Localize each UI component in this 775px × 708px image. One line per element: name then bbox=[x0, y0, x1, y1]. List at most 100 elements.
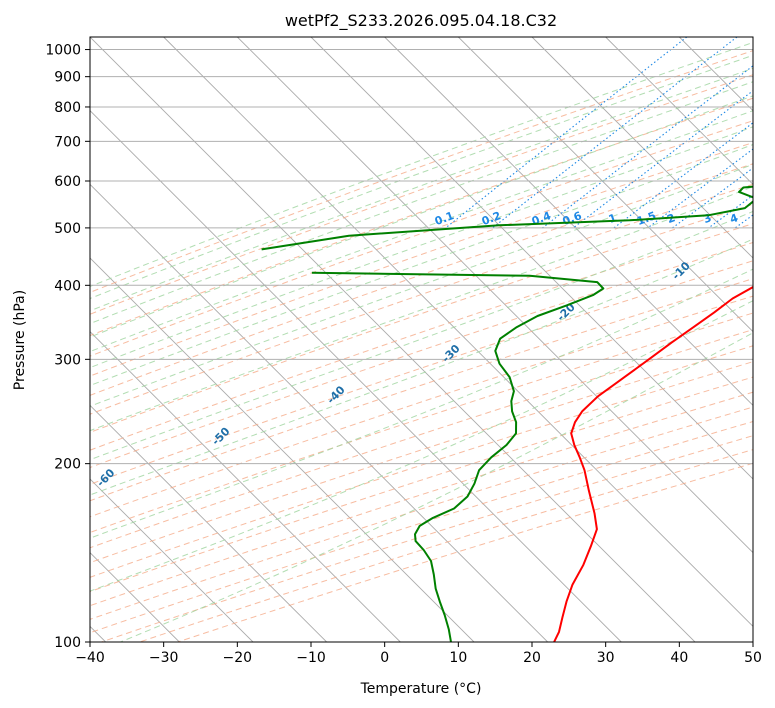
mixing-ratio-label: 1 bbox=[607, 211, 619, 226]
moist-adiabat bbox=[90, 210, 753, 461]
mixing-ratio-label: 0.2 bbox=[480, 209, 503, 228]
dry-adiabat bbox=[90, 241, 753, 469]
moist-adiabat-label: -10 bbox=[670, 259, 693, 282]
x-tick-label: 50 bbox=[744, 650, 762, 666]
dry-adiabat bbox=[90, 361, 753, 578]
y-tick-label: 700 bbox=[54, 134, 81, 150]
x-tick-label: 0 bbox=[380, 650, 389, 666]
moist-adiabat bbox=[90, 95, 753, 338]
moist-adiabat bbox=[90, 110, 753, 353]
line-labels: -100-90-80-70-60-50-40-30-20-1000.10.20.… bbox=[0, 209, 740, 530]
y-tick-label: 400 bbox=[54, 278, 81, 294]
y-tick-label: 500 bbox=[54, 221, 81, 237]
moist-adiabat-label: -40 bbox=[324, 383, 347, 406]
dry-adiabat bbox=[90, 50, 753, 293]
isotherm-line bbox=[752, 37, 753, 38]
moist-adiabat bbox=[90, 186, 753, 432]
y-tick-label: 100 bbox=[54, 635, 81, 651]
mixing-ratio-lines bbox=[445, 37, 753, 229]
isotherm-line bbox=[90, 183, 548, 642]
x-tick-label: 20 bbox=[523, 650, 541, 666]
mixing-ratio-line bbox=[613, 122, 753, 229]
moist-adiabat bbox=[90, 163, 753, 407]
mixing-ratio-label: 0.1 bbox=[433, 209, 456, 228]
isotherm-line bbox=[605, 37, 753, 185]
dry-adiabat bbox=[90, 329, 753, 549]
mixing-ratio-line bbox=[734, 214, 753, 229]
moist-adiabat bbox=[90, 126, 753, 369]
mixing-ratio-label: 0.6 bbox=[561, 209, 584, 228]
mixing-ratio-line bbox=[542, 65, 753, 229]
dry-adiabat bbox=[90, 142, 753, 377]
dry-adiabat bbox=[90, 97, 753, 337]
isotherm-line bbox=[237, 37, 753, 554]
moist-adiabat-lines bbox=[90, 41, 753, 642]
moist-adiabat bbox=[90, 144, 753, 387]
moist-adiabat bbox=[90, 54, 753, 300]
dry-adiabat bbox=[139, 449, 753, 642]
isotherm-lines bbox=[90, 37, 753, 642]
isotherm-line bbox=[679, 37, 753, 112]
x-tick-label: 10 bbox=[449, 650, 467, 666]
x-tick-label: −30 bbox=[149, 650, 179, 666]
mixing-ratio-line bbox=[492, 37, 738, 229]
dry-adiabat bbox=[90, 183, 753, 415]
mixing-ratio-label: 0.4 bbox=[530, 209, 553, 228]
mixing-ratio-line bbox=[672, 167, 753, 229]
dewpoint-profile-line bbox=[261, 185, 753, 251]
isotherm-line bbox=[90, 110, 622, 642]
moist-adiabat-label: -50 bbox=[209, 425, 232, 448]
sounding-series bbox=[261, 185, 753, 642]
x-tick-label: −40 bbox=[75, 650, 105, 666]
moist-adiabat-label: -20 bbox=[555, 300, 578, 323]
moist-adiabat-label: -30 bbox=[439, 342, 462, 365]
plot-area: -100-90-80-70-60-50-40-30-20-1000.10.20.… bbox=[0, 37, 753, 642]
dry-adiabat-lines bbox=[90, 50, 753, 642]
dry-adiabat bbox=[90, 345, 753, 564]
dry-adiabat bbox=[90, 74, 753, 315]
isotherm-line bbox=[531, 37, 753, 259]
y-axis-label: Pressure (hPa) bbox=[12, 290, 28, 390]
mixing-ratio-label: 3 bbox=[702, 211, 714, 226]
dewpoint-profile-line bbox=[311, 271, 605, 642]
x-axis-ticks: −40 −30 −20 −10 0 10 20 30 40 50 bbox=[75, 642, 762, 666]
dry-adiabat bbox=[90, 295, 753, 518]
y-tick-label: 800 bbox=[54, 100, 81, 116]
moist-adiabat-label: -70 bbox=[0, 507, 3, 530]
temperature-profile-line bbox=[553, 285, 753, 642]
y-tick-label: 300 bbox=[54, 352, 81, 368]
y-tick-label: 600 bbox=[54, 174, 81, 190]
x-tick-label: 40 bbox=[670, 650, 688, 666]
x-tick-label: 30 bbox=[597, 650, 615, 666]
plot-frame bbox=[89, 36, 754, 643]
isotherm-line bbox=[310, 37, 753, 480]
isotherm-line bbox=[384, 37, 753, 406]
dry-adiabat bbox=[90, 203, 753, 433]
moist-adiabat bbox=[90, 300, 753, 592]
moist-adiabat bbox=[90, 238, 753, 496]
isotherm-line bbox=[90, 37, 696, 642]
x-tick-label: −10 bbox=[296, 650, 326, 666]
x-axis-label: Temperature (°C) bbox=[360, 681, 482, 697]
moist-adiabat bbox=[120, 332, 753, 642]
isotherm-line bbox=[90, 404, 327, 642]
mixing-ratio-line bbox=[445, 37, 688, 229]
pressure-grid bbox=[90, 49, 753, 642]
isotherm-line bbox=[90, 478, 254, 642]
dry-adiabat bbox=[90, 223, 753, 451]
isotherm-line bbox=[90, 331, 401, 642]
dry-adiabat bbox=[90, 163, 753, 396]
dry-adiabat bbox=[90, 376, 753, 593]
dry-adiabat bbox=[90, 312, 753, 534]
isotherm-line bbox=[163, 37, 753, 627]
dry-adiabat bbox=[90, 391, 753, 607]
chart-title: wetPf2_S233.2026.095.04.18.C32 bbox=[285, 11, 557, 31]
dry-adiabat bbox=[90, 278, 753, 502]
dry-adiabat bbox=[90, 120, 753, 357]
dry-adiabat bbox=[90, 260, 753, 485]
isotherm-line bbox=[90, 257, 475, 642]
moist-adiabat bbox=[90, 41, 753, 288]
dry-adiabat bbox=[177, 462, 753, 642]
mixing-ratio-label: 4 bbox=[728, 211, 740, 226]
